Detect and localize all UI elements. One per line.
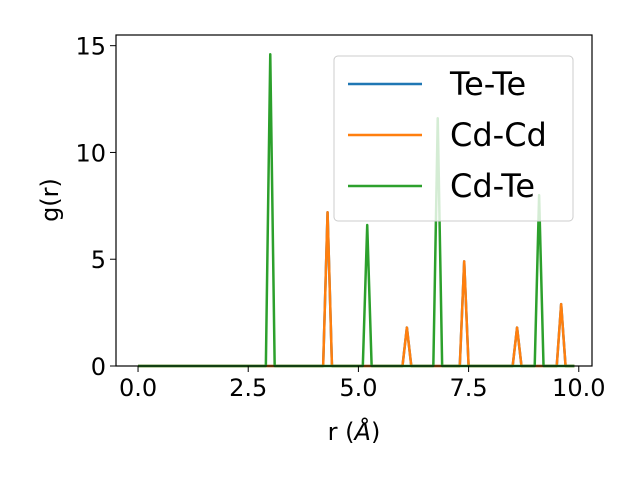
x-tick-label: 2.5 — [229, 374, 267, 402]
series-line-cd-cd — [138, 211, 575, 368]
legend-label-cd-cd: Cd-Cd — [450, 116, 547, 154]
x-axis-ticks: 0.0 2.5 5.0 7.5 10.0 — [119, 366, 605, 402]
x-tick-label: 7.5 — [450, 374, 488, 402]
legend-label-te-te: Te-Te — [449, 65, 526, 103]
legend: Te-Te Cd-Cd Cd-Te — [333, 55, 574, 222]
x-tick-label: 10.0 — [552, 374, 605, 402]
y-tick-label: 5 — [91, 246, 106, 274]
y-axis-label: g(r) — [36, 178, 64, 222]
y-tick-label: 0 — [91, 353, 106, 381]
y-tick-label: 15 — [75, 33, 106, 61]
legend-label-cd-te: Cd-Te — [450, 167, 535, 205]
legend-frame — [333, 55, 574, 222]
y-axis-ticks: 0 5 10 15 — [75, 33, 116, 381]
x-tick-label: 0.0 — [119, 374, 157, 402]
x-tick-label: 5.0 — [339, 374, 377, 402]
x-axis-label: r (Å) — [328, 417, 381, 446]
plot-frame — [115, 34, 593, 367]
y-tick-label: 10 — [75, 139, 106, 167]
